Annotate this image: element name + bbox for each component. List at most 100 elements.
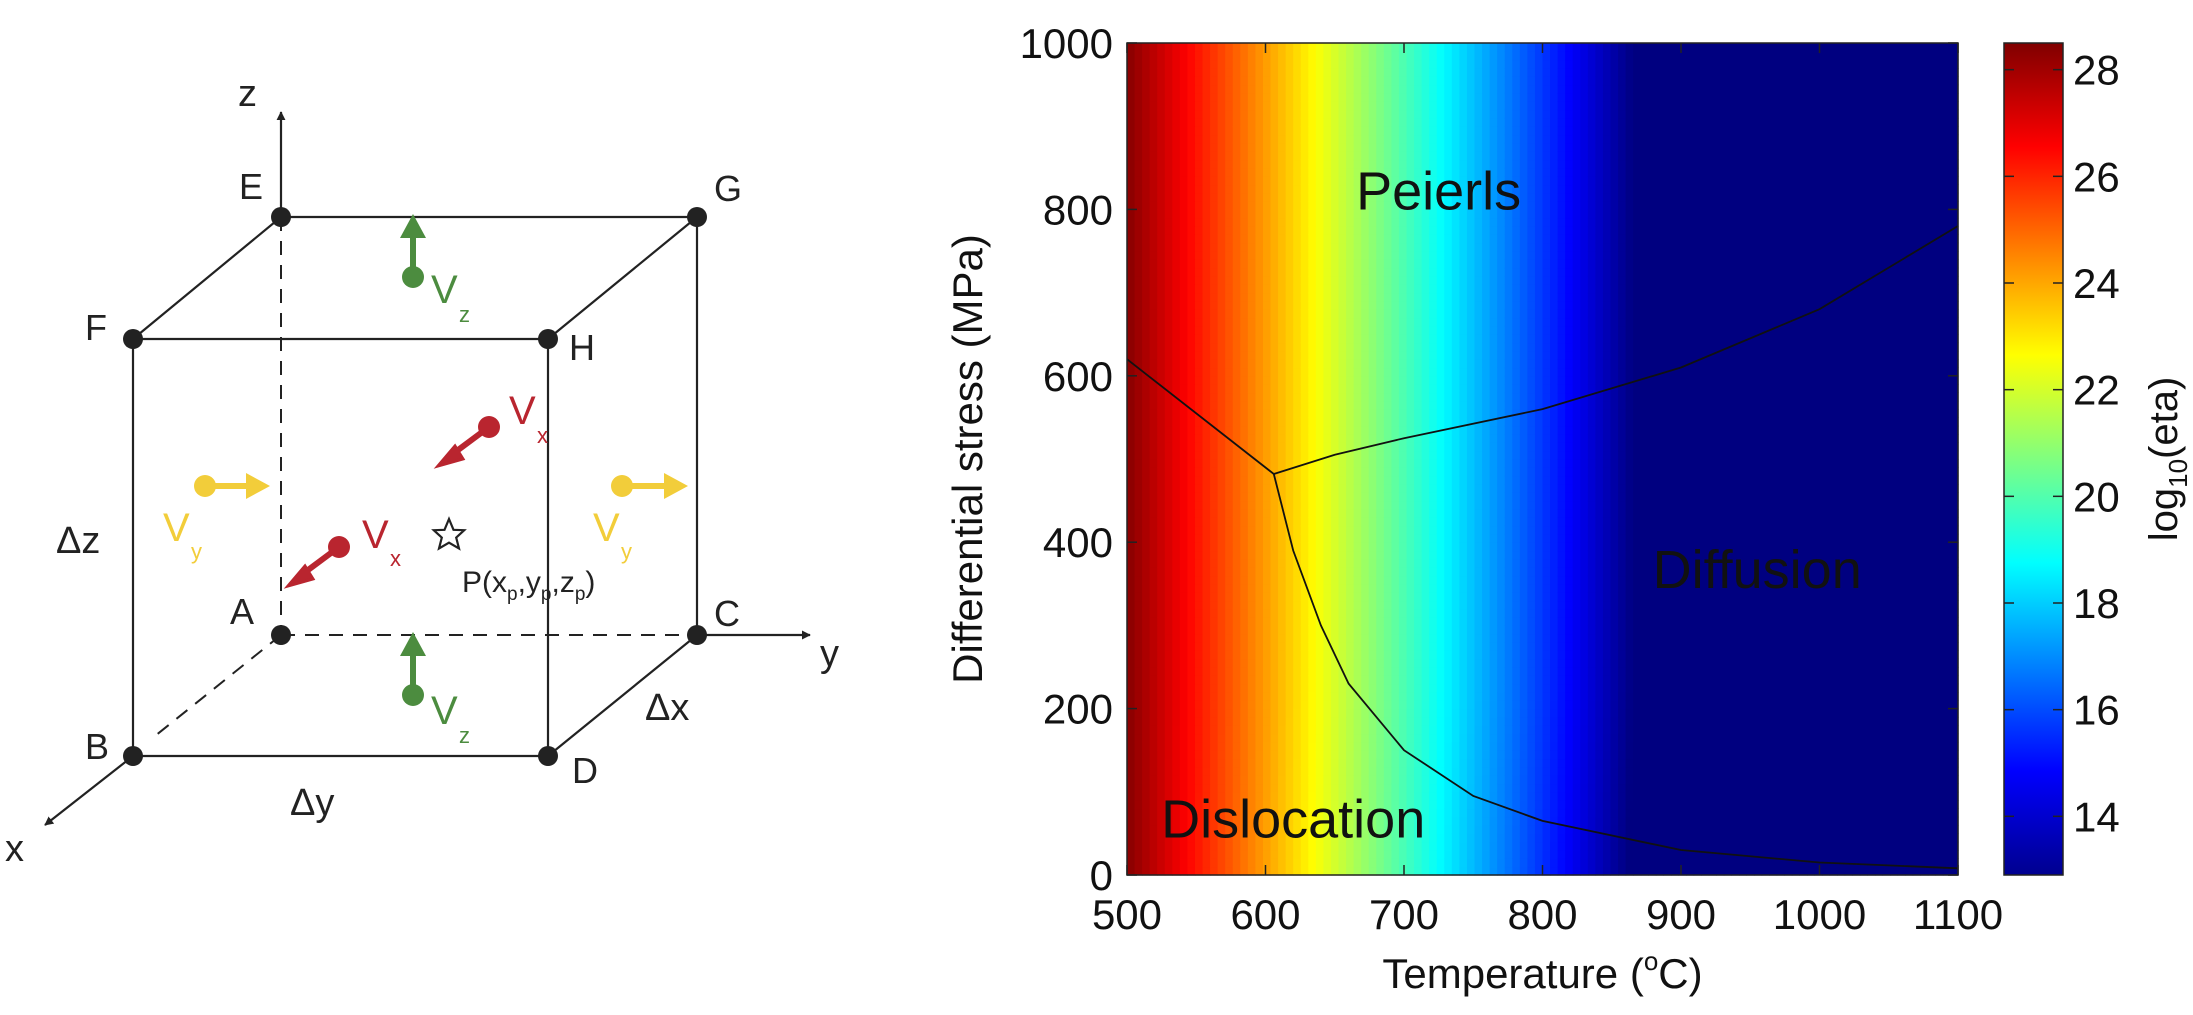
heatmap-cell (1127, 451, 1135, 460)
heatmap-cell (1444, 825, 1452, 834)
heatmap-cell (1308, 434, 1316, 443)
heatmap-cell (1308, 43, 1316, 52)
heatmap-cell (1399, 309, 1407, 318)
heatmap-cell (1391, 351, 1399, 360)
heatmap-cell (1437, 734, 1445, 743)
heatmap-cell (1203, 492, 1211, 501)
heatmap-cell (1255, 251, 1263, 260)
heatmap-cell (1316, 667, 1324, 676)
heatmap-cell (1369, 725, 1377, 734)
heatmap-cell (1127, 725, 1135, 734)
heatmap-cell (1339, 417, 1347, 426)
heatmap-cell (1308, 60, 1316, 69)
heatmap-cell (1429, 284, 1437, 293)
heatmap-cell (1218, 243, 1226, 252)
heatmap-cell (1429, 85, 1437, 94)
heatmap-cell (1240, 309, 1248, 318)
heatmap-cell (1308, 68, 1316, 77)
heatmap-cell (1323, 617, 1331, 626)
heatmap-cell (1346, 858, 1354, 867)
heatmap-cell (1218, 151, 1226, 160)
heatmap-cell (1172, 201, 1180, 210)
heatmap-cell (1308, 93, 1316, 102)
heatmap-cell (1210, 259, 1218, 268)
heatmap-cell (1323, 750, 1331, 759)
heatmap-cell (1429, 251, 1437, 260)
heatmap-cell (1165, 351, 1173, 360)
heatmap-cell (1225, 168, 1233, 177)
heatmap-cell (1467, 318, 1475, 327)
heatmap-cell (1135, 434, 1143, 443)
heatmap-cell (1263, 43, 1271, 52)
heatmap-cell (1459, 551, 1467, 560)
heatmap-cell (1354, 534, 1362, 543)
heatmap-cell (1271, 118, 1279, 127)
heatmap-cell (1127, 243, 1135, 252)
heatmap-cell (1376, 359, 1384, 368)
heatmap-cell (1346, 184, 1354, 193)
heatmap-cell (1278, 442, 1286, 451)
heatmap-cell (1127, 800, 1135, 809)
heatmap-cell (1422, 592, 1430, 601)
heatmap-cell (1316, 467, 1324, 476)
heatmap-cell (1187, 209, 1195, 218)
heatmap-cell (1150, 800, 1158, 809)
heatmap-cell (1210, 184, 1218, 193)
heatmap-cell (1248, 442, 1256, 451)
heatmap-cell (1157, 401, 1165, 410)
heatmap-cell (1203, 143, 1211, 152)
heatmap-cell (1361, 118, 1369, 127)
heatmap-cell (1361, 392, 1369, 401)
heatmap-cell (1255, 268, 1263, 277)
heatmap-cell (1218, 126, 1226, 135)
heatmap-cell (1127, 93, 1135, 102)
heatmap-cell (1369, 284, 1377, 293)
heatmap-cell (1422, 118, 1430, 127)
heatmap-cell (1490, 343, 1498, 352)
heatmap-cell (1293, 60, 1301, 69)
heatmap-cell (1248, 51, 1256, 60)
heatmap-cell (1203, 675, 1211, 684)
heatmap-cell (1248, 725, 1256, 734)
heatmap-cell (1316, 143, 1324, 152)
heatmap-cell (1459, 734, 1467, 743)
heatmap-cell (1195, 567, 1203, 576)
heatmap-cell (1467, 609, 1475, 618)
heatmap-cell (1195, 675, 1203, 684)
heatmap-cell (1490, 101, 1498, 110)
heatmap-cell (1384, 85, 1392, 94)
heatmap-cell (1225, 259, 1233, 268)
heatmap-cell (1399, 609, 1407, 618)
heatmap-cell (1240, 609, 1248, 618)
heatmap-cell (1459, 817, 1467, 826)
heatmap-cell (1308, 625, 1316, 634)
heatmap-cell (1180, 492, 1188, 501)
heatmap-cell (1316, 767, 1324, 776)
heatmap-cell (1308, 634, 1316, 643)
heatmap-cell (1157, 725, 1165, 734)
heatmap-cell (1301, 110, 1309, 119)
heatmap-cell (1172, 143, 1180, 152)
heatmap-cell (1482, 309, 1490, 318)
heatmap-cell (1225, 775, 1233, 784)
heatmap-cell (1323, 209, 1331, 218)
heatmap-cell (1127, 60, 1135, 69)
heatmap-cell (1361, 143, 1369, 152)
heatmap-cell (1157, 442, 1165, 451)
heatmap-cell (1127, 467, 1135, 476)
heatmap-cell (1142, 717, 1150, 726)
heatmap-cell (1142, 442, 1150, 451)
heatmap-cell (1180, 675, 1188, 684)
heatmap-cell (1271, 351, 1279, 360)
heatmap-cell (1391, 858, 1399, 867)
heatmap-cell (1323, 467, 1331, 476)
heatmap-cell (1225, 284, 1233, 293)
heatmap-cell (1271, 459, 1279, 468)
heatmap-cell (1255, 226, 1263, 235)
heatmap-cell (1233, 226, 1241, 235)
heatmap-cell (1323, 201, 1331, 210)
heatmap-cell (1339, 151, 1347, 160)
heatmap-cell (1286, 584, 1294, 593)
heatmap-cell (1172, 709, 1180, 718)
heatmap-cell (1135, 817, 1143, 826)
